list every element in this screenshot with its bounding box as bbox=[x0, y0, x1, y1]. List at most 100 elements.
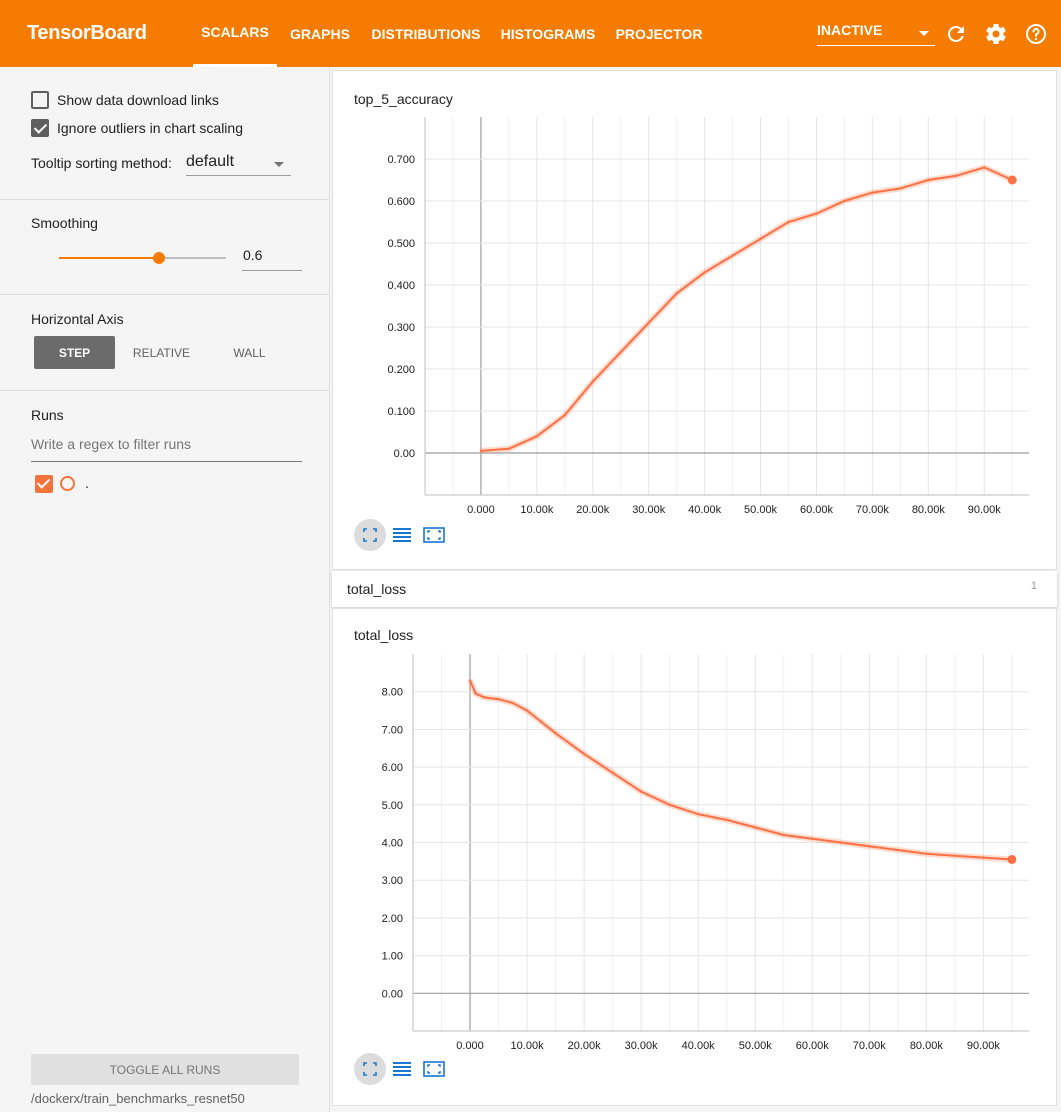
data-point bbox=[868, 845, 871, 848]
fullscreen-icon[interactable] bbox=[418, 519, 450, 551]
help-icon[interactable] bbox=[1024, 22, 1048, 46]
data-point bbox=[639, 790, 643, 793]
smoothing-slider[interactable] bbox=[59, 252, 226, 264]
data-point bbox=[611, 771, 614, 774]
x-tick-label: 60.00k bbox=[800, 504, 834, 516]
category-name: total_loss bbox=[347, 581, 407, 597]
data-point bbox=[811, 837, 814, 840]
data-point bbox=[953, 854, 957, 857]
y-tick-label: 0.00 bbox=[394, 448, 415, 460]
x-tick-label: 40.00k bbox=[682, 1040, 716, 1052]
toggle-log-scale-icon[interactable] bbox=[386, 1053, 418, 1085]
data-point bbox=[554, 731, 557, 735]
smoothing-input[interactable]: 0.6 bbox=[242, 247, 302, 271]
tab-projector[interactable]: PROJECTOR bbox=[615, 25, 703, 42]
run-name: . bbox=[85, 475, 89, 491]
axis-wall-button[interactable]: WALL bbox=[233, 345, 266, 360]
axis-step-button[interactable]: STEP bbox=[34, 336, 115, 369]
sidebar: Show data download links Ignore outliers… bbox=[0, 67, 330, 1112]
run-checkbox[interactable] bbox=[35, 475, 53, 493]
tooltip-sorting-label: Tooltip sorting method: bbox=[31, 155, 172, 171]
data-point bbox=[725, 818, 728, 822]
y-tick-label: 7.00 bbox=[382, 724, 403, 736]
data-point bbox=[925, 852, 928, 856]
series-end-marker bbox=[1007, 175, 1017, 185]
chart-total-loss[interactable]: 0.000 10.00k 20.00k 30.00k 40.00k 50.00k 60.00… bbox=[333, 645, 1058, 1095]
data-point bbox=[759, 237, 762, 240]
tab-scalars[interactable]: SCALARS bbox=[193, 0, 277, 67]
fullscreen-icon[interactable] bbox=[418, 1053, 450, 1085]
status-dropdown-value: INACTIVE bbox=[817, 22, 883, 38]
show-download-links-label: Show data download links bbox=[57, 92, 219, 108]
data-point bbox=[582, 752, 586, 756]
data-point bbox=[955, 174, 958, 177]
show-download-links-checkbox[interactable] bbox=[31, 91, 49, 109]
x-tick-label: 30.00k bbox=[632, 504, 666, 516]
series-raw-band bbox=[467, 679, 1013, 863]
ignore-outliers-checkbox[interactable] bbox=[31, 119, 49, 137]
toggle-all-runs-button[interactable]: TOGGLE ALL RUNS bbox=[31, 1054, 299, 1085]
category-header-total-loss[interactable]: total_loss 1 bbox=[332, 571, 1057, 607]
data-point bbox=[468, 679, 472, 682]
series-line bbox=[469, 680, 1012, 861]
chart-card-top5-accuracy: top_5_accuracy 0.000 10.00k 20.00k 30.00k 40… bbox=[332, 70, 1057, 570]
chart-title: top_5_accuracy bbox=[354, 91, 453, 107]
data-point bbox=[511, 701, 515, 705]
x-tick-label: 60.00k bbox=[796, 1040, 830, 1052]
smoothing-slider-knob[interactable] bbox=[153, 252, 166, 264]
data-point bbox=[731, 254, 734, 257]
settings-icon[interactable] bbox=[984, 22, 1008, 46]
fit-domain-icon[interactable] bbox=[354, 519, 386, 551]
data-point bbox=[479, 449, 483, 453]
y-tick-label: 0.500 bbox=[387, 238, 415, 250]
series-line bbox=[480, 166, 1013, 452]
chart-top5-accuracy[interactable]: 0.000 10.00k 20.00k 30.00k 40.00k 50.00k 60.00… bbox=[333, 111, 1058, 561]
y-tick-label: 5.00 bbox=[382, 800, 403, 812]
data-point bbox=[696, 813, 700, 816]
refresh-icon[interactable] bbox=[944, 22, 968, 46]
axis-relative-button[interactable]: RELATIVE bbox=[132, 345, 191, 360]
tab-graphs[interactable]: GRAPHS bbox=[290, 25, 350, 42]
x-tick-label: 40.00k bbox=[688, 504, 722, 516]
x-tick-label: 70.00k bbox=[856, 504, 890, 516]
series-raw-band bbox=[480, 164, 1014, 454]
status-dropdown[interactable]: INACTIVE bbox=[817, 22, 935, 46]
data-point bbox=[535, 435, 539, 438]
divider bbox=[0, 390, 329, 391]
x-tick-label: 10.00k bbox=[520, 504, 554, 516]
divider bbox=[0, 199, 329, 200]
y-tick-label: 4.00 bbox=[382, 838, 403, 850]
data-point bbox=[782, 833, 785, 837]
chevron-down-icon bbox=[274, 162, 284, 167]
x-tick-label: 20.00k bbox=[568, 1040, 602, 1052]
chart-title: total_loss bbox=[354, 627, 414, 643]
y-tick-label: 0.400 bbox=[387, 280, 415, 292]
data-point bbox=[983, 166, 986, 169]
ignore-outliers-label: Ignore outliers in chart scaling bbox=[57, 120, 243, 136]
series-end-marker bbox=[1007, 854, 1017, 864]
horizontal-axis-label: Horizontal Axis bbox=[31, 311, 124, 327]
y-tick-label: 3.00 bbox=[382, 875, 403, 887]
divider bbox=[0, 294, 329, 295]
toggle-log-scale-icon[interactable] bbox=[386, 519, 418, 551]
tab-distributions[interactable]: DISTRIBUTIONS bbox=[371, 25, 481, 42]
tooltip-sorting-dropdown[interactable]: default bbox=[186, 153, 291, 176]
fit-domain-icon[interactable] bbox=[354, 1053, 386, 1085]
x-tick-label: 80.00k bbox=[910, 1040, 944, 1052]
y-tick-label: 8.00 bbox=[382, 687, 403, 699]
x-tick-label: 30.00k bbox=[625, 1040, 659, 1052]
runs-filter-input[interactable]: Write a regex to filter runs bbox=[31, 436, 302, 462]
y-tick-label: 0.700 bbox=[387, 154, 415, 166]
data-point bbox=[839, 841, 842, 844]
run-color-circle[interactable] bbox=[60, 476, 75, 491]
category-count: 1 bbox=[1030, 580, 1037, 592]
y-tick-label: 2.00 bbox=[382, 913, 403, 925]
chevron-down-icon bbox=[919, 31, 929, 36]
smoothing-label: Smoothing bbox=[31, 215, 98, 231]
x-tick-label: 0.000 bbox=[467, 504, 495, 516]
x-tick-label: 20.00k bbox=[576, 504, 610, 516]
tab-histograms[interactable]: HISTOGRAMS bbox=[500, 25, 596, 42]
data-point bbox=[497, 698, 500, 701]
y-tick-label: 0.100 bbox=[387, 406, 415, 418]
x-tick-label: 80.00k bbox=[912, 504, 946, 516]
